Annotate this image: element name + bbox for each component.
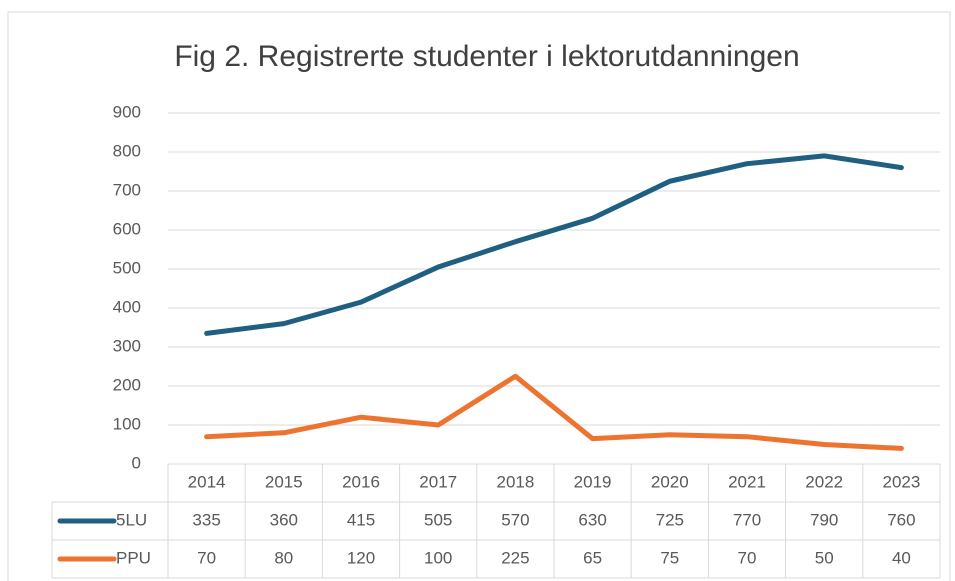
table-value: 70 [197,548,216,567]
y-tick-label: 400 [113,297,141,316]
legend-label: 5LU [116,510,147,529]
x-tick-label: 2019 [574,472,612,491]
table-value: 50 [815,548,834,567]
table-value: 505 [424,510,452,529]
y-tick-label: 300 [113,336,141,355]
table-value: 65 [583,548,602,567]
y-tick-label: 0 [132,453,141,472]
table-value: 570 [501,510,529,529]
table-value: 360 [270,510,298,529]
table-value: 120 [347,548,375,567]
y-tick-label: 100 [113,414,141,433]
table-value: 415 [347,510,375,529]
table-value: 100 [424,548,452,567]
y-tick-label: 200 [113,375,141,394]
chart-frame [7,11,951,581]
table-value: 760 [887,510,915,529]
x-tick-label: 2018 [496,472,534,491]
table-value: 335 [192,510,220,529]
x-tick-label: 2017 [419,472,457,491]
x-tick-label: 2014 [188,472,226,491]
x-tick-label: 2015 [265,472,303,491]
table-value: 770 [733,510,761,529]
x-tick-label: 2020 [651,472,689,491]
y-tick-label: 600 [113,219,141,238]
x-tick-label: 2021 [728,472,766,491]
y-tick-label: 700 [113,180,141,199]
series-line [204,373,904,451]
y-tick-label: 800 [113,141,141,160]
y-tick-label: 500 [113,258,141,277]
x-tick-label: 2016 [342,472,380,491]
table-value: 40 [892,548,911,567]
x-tick-label: 2022 [805,472,843,491]
x-tick-label: 2023 [882,472,920,491]
y-tick-label: 900 [113,102,141,121]
table-value: 70 [738,548,757,567]
table-value: 75 [660,548,679,567]
legend-label: PPU [116,548,151,567]
table-value: 630 [578,510,606,529]
table-value: 225 [501,548,529,567]
series-line [204,153,904,336]
table-value: 80 [274,548,293,567]
table-value: 790 [810,510,838,529]
table-value: 725 [656,510,684,529]
chart-title: Fig 2. Registrerte studenter i lektorutd… [174,40,799,73]
